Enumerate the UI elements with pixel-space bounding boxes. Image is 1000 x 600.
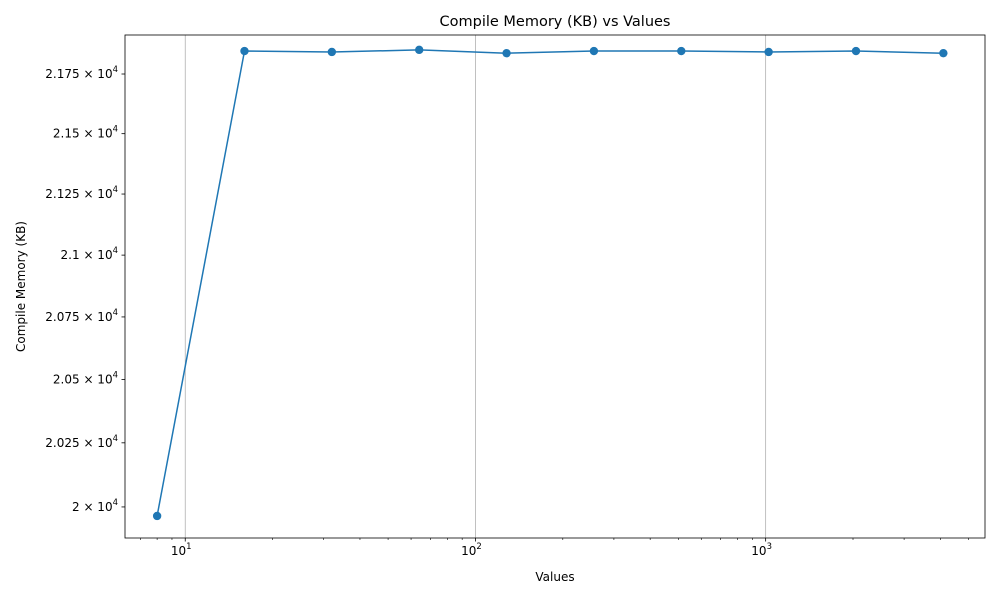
data-point [152, 511, 162, 521]
data-point [502, 48, 511, 58]
data-point [415, 45, 424, 55]
data-point [939, 48, 948, 58]
grid-lines [184, 35, 767, 538]
series-layer [152, 45, 948, 521]
y-tick-times: × 10 [80, 310, 113, 324]
x-tick-base: 10 [751, 544, 766, 558]
y-tick-label: 2.025 × 104 [45, 434, 118, 450]
y-tick-mantissa: 2.075 [45, 310, 79, 324]
data-point [589, 46, 599, 56]
data-point [677, 46, 686, 56]
y-tick-exponent: 4 [113, 434, 118, 444]
plot-frame [124, 34, 986, 539]
y-tick-times: × 10 [80, 436, 113, 450]
x-tick-label: 102 [461, 542, 482, 558]
x-axis: 101 102 103 [139, 538, 969, 558]
y-tick-times: × 10 [80, 372, 113, 386]
x-axis-label: Values [535, 570, 574, 584]
x-tick-base: 10 [461, 544, 476, 558]
y-axis-label: Compile Memory (KB) [14, 221, 28, 352]
y-tick-label: 2.175 × 104 [45, 65, 118, 81]
y-tick-label: 2 × 104 [72, 498, 118, 514]
y-tick-mantissa: 2.025 [45, 436, 79, 450]
y-tick-label: 2.15 × 104 [53, 125, 118, 141]
y-tick-exponent: 4 [113, 125, 118, 135]
y-tick-times: × 10 [80, 187, 113, 201]
y-tick-mantissa: 2.1 [61, 248, 80, 262]
y-tick-times: × 10 [80, 127, 113, 141]
y-tick-times: × 10 [80, 67, 113, 81]
x-tick-exponent: 1 [186, 542, 191, 552]
y-tick-mantissa: 2 [72, 500, 80, 514]
chart-title: Compile Memory (KB) vs Values [440, 14, 671, 30]
series-line [156, 49, 944, 517]
y-tick-times: × 10 [80, 248, 113, 262]
y-tick-exponent: 4 [113, 65, 118, 75]
x-tick-label: 101 [171, 542, 192, 558]
data-point [851, 46, 861, 56]
y-tick-label: 2.075 × 104 [45, 308, 118, 324]
data-point [764, 47, 773, 57]
data-point [240, 46, 249, 56]
x-tick-base: 10 [171, 544, 186, 558]
y-tick-exponent: 4 [113, 185, 118, 195]
x-tick-exponent: 2 [476, 542, 481, 552]
y-tick-exponent: 4 [113, 246, 118, 256]
data-point [327, 47, 337, 57]
y-tick-mantissa: 2.15 [53, 127, 80, 141]
x-tick-exponent: 3 [767, 542, 772, 552]
x-tick-label: 103 [751, 542, 772, 558]
y-tick-times: × 10 [80, 500, 113, 514]
y-tick-exponent: 4 [113, 370, 118, 380]
y-tick-mantissa: 2.175 [45, 67, 79, 81]
y-tick-label: 2.125 × 104 [45, 185, 118, 201]
y-tick-label: 2.05 × 104 [53, 370, 118, 386]
y-tick-exponent: 4 [113, 498, 118, 508]
y-tick-mantissa: 2.125 [45, 187, 79, 201]
y-tick-label: 2.1 × 104 [61, 246, 118, 262]
y-tick-mantissa: 2.05 [53, 372, 80, 386]
y-tick-exponent: 4 [113, 308, 118, 318]
